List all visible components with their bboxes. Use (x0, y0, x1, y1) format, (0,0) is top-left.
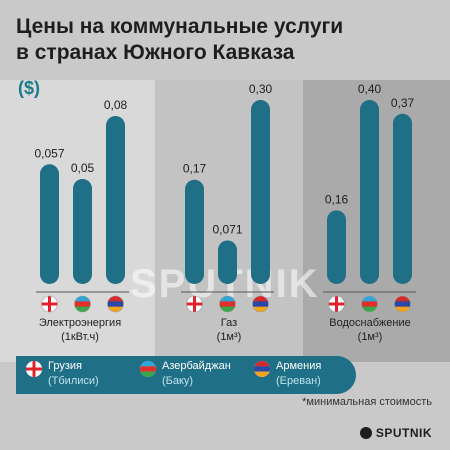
category-label-gas: Газ (1м³) (154, 316, 304, 344)
bar (327, 210, 346, 284)
georgia-flag-icon (328, 295, 345, 313)
category-unit: (1м³) (216, 331, 242, 343)
bar-value-label: 0,16 (325, 192, 349, 206)
category-label-electricity: Электроэнергия (1кВт.ч) (5, 316, 155, 344)
georgia-flag-icon (186, 295, 203, 313)
footnote: *минимальная стоимость (302, 396, 432, 408)
category-unit: (1кВт.ч) (61, 331, 99, 343)
legend-city: (Баку) (162, 375, 194, 387)
sputnik-logo-icon (359, 427, 372, 439)
bar (185, 179, 204, 284)
azerbaijan-flag-icon (140, 361, 156, 377)
bar-value-label: 0,30 (249, 82, 273, 96)
bar-value-label: 0,17 (183, 162, 207, 176)
category-name: Электроэнергия (38, 317, 122, 329)
page-title: Цены на коммунальные услуги в странах Юж… (16, 14, 436, 66)
bar (393, 113, 412, 284)
armenia-flag-icon (252, 295, 269, 313)
georgia-flag-icon (41, 295, 58, 313)
armenia-flag-icon (254, 361, 270, 377)
legend-city: (Ереван) (276, 375, 321, 387)
legend-country: Армения (276, 360, 322, 372)
bar (73, 179, 92, 284)
currency-label: ($) (18, 78, 40, 98)
bar-value-label: 0,37 (391, 96, 415, 110)
category-name: Газ (220, 317, 238, 329)
title-line-2: в странах Южного Кавказа (16, 41, 295, 64)
bar (106, 116, 125, 284)
legend-country: Азербайджан (162, 360, 231, 372)
bar (251, 100, 270, 284)
bar-value-label: 0,08 (104, 98, 128, 112)
category-panels (0, 80, 450, 362)
azerbaijan-flag-icon (74, 295, 91, 313)
brand-logo: SPUTNIK (359, 426, 432, 440)
legend-country: Грузия (48, 360, 82, 372)
bar-value-label: 0,071 (212, 222, 242, 236)
azerbaijan-flag-icon (219, 295, 236, 313)
bar-value-label: 0,40 (358, 82, 382, 96)
category-name: Водоснабжение (329, 317, 411, 329)
armenia-flag-icon (394, 295, 411, 313)
bar-value-label: 0,057 (34, 146, 64, 160)
bar (40, 164, 59, 284)
panel-gas (155, 80, 303, 362)
bar (360, 100, 379, 284)
azerbaijan-flag-icon (361, 295, 378, 313)
bar-value-label: 0,05 (71, 161, 95, 175)
title-line-1: Цены на коммунальные услуги (16, 15, 344, 38)
georgia-flag-icon (26, 361, 42, 377)
armenia-flag-icon (107, 295, 124, 313)
legend-city: (Тбилиси) (48, 375, 99, 387)
category-unit: (1м³) (357, 331, 383, 343)
bar (218, 240, 237, 284)
brand-text: SPUTNIK (375, 426, 432, 440)
legend: Грузия (Тбилиси) Азербайджан (Баку) Арме… (16, 356, 356, 394)
category-label-water: Водоснабжение (1м³) (295, 316, 445, 344)
